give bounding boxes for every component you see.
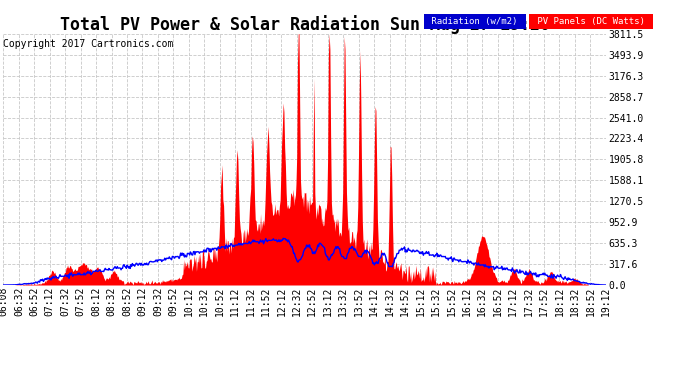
- Title: Total PV Power & Solar Radiation Sun Aug 27 19:20: Total PV Power & Solar Radiation Sun Aug…: [59, 15, 550, 34]
- Text: Radiation (w/m2): Radiation (w/m2): [426, 17, 523, 26]
- Text: PV Panels (DC Watts): PV Panels (DC Watts): [532, 17, 650, 26]
- Text: Copyright 2017 Cartronics.com: Copyright 2017 Cartronics.com: [3, 39, 174, 50]
